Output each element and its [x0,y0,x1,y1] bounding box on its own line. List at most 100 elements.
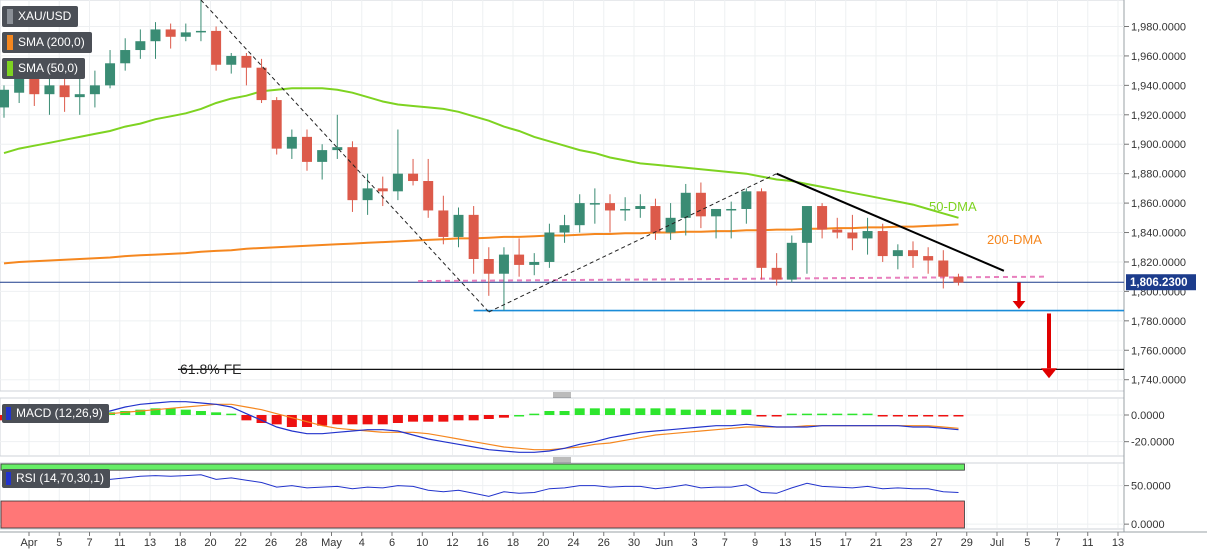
macd-y-tick-label: 0.0000 [1131,410,1165,422]
macd-histogram-bar [226,413,237,416]
sma200-label: SMA (200,0) [18,35,85,49]
symbol-badge[interactable]: XAU/USD [2,6,79,27]
sma50-badge[interactable]: SMA (50,0) [2,58,86,79]
candle-body [29,78,40,95]
rsi-series [0,463,965,529]
candle-body [453,214,464,237]
macd-histogram-bar [771,415,782,417]
candle-body [756,191,767,268]
symbol-label: XAU/USD [18,9,72,23]
macd-histogram-bar [347,415,358,425]
rsi-badge[interactable]: RSI (14,70,30,1) [2,469,111,488]
rsi-oversold-zone [0,500,965,529]
candle-body [862,231,873,239]
candle-body [302,136,312,162]
macd-histogram-bar [241,415,252,421]
y-tick-label: 1,820.0000 [1131,257,1186,269]
macd-histogram-bar [892,415,903,417]
candle-body [14,78,25,93]
macd-histogram-bar [711,409,722,415]
x-tick-label: Apr [20,537,37,549]
macd-line [3,401,959,453]
sma50-label: SMA (50,0) [18,61,79,75]
macd-histogram-bar [650,408,661,415]
candle-body [150,29,161,42]
macd-histogram-bar [180,409,191,415]
sma200-badge[interactable]: SMA (200,0) [2,32,92,53]
price-panel-background [0,0,1125,392]
x-tick-label: 28 [295,537,307,549]
x-tick-label: 16 [477,537,489,549]
macd-histogram-bar [620,408,631,415]
x-tick-label: 13 [779,537,791,549]
macd-histogram-bar [271,415,282,425]
macd-histogram-bar [453,415,464,421]
x-tick-label: 17 [840,537,852,549]
rsi-overbought-zone [0,463,965,471]
x-tick-label: 26 [265,537,277,549]
macd-histogram-bar [695,409,706,415]
candle-body [680,192,691,218]
x-tick-label: 24 [567,537,579,549]
candle-body [786,242,797,280]
candle-body [923,256,934,261]
x-tick-label: 18 [507,537,519,549]
y-tick-label: 1,960.0000 [1131,51,1186,63]
y-tick-label: 1,920.0000 [1131,110,1186,122]
candle-body [741,191,752,209]
candle-body [271,100,282,149]
candle-body [695,192,706,217]
rsi-label: RSI (14,70,30,1) [16,471,105,485]
x-tick-label: 13 [144,537,156,549]
macd-signal-line [4,403,959,451]
x-tick-label: 20 [204,537,216,549]
macd-histogram-bar [438,415,449,422]
x-tick-label: 18 [174,537,186,549]
x-tick-label: 4 [359,537,365,549]
candle-body [377,188,388,192]
rsi-swatch [6,472,11,485]
macd-histogram-bar [953,415,964,417]
x-tick-label: 27 [930,537,942,549]
x-tick-label: 7 [86,537,92,549]
arrow-down-large [1041,313,1057,379]
macd-histogram-bar [408,415,419,422]
candle-body [650,206,661,233]
last-price-value: 1,806.2300 [1130,277,1188,289]
macd-histogram-bar [423,415,434,422]
macd-histogram-bar [665,408,676,415]
candle-body [483,259,494,274]
macd-histogram-bar [832,413,843,416]
macd-badge[interactable]: MACD (12,26,9) [2,404,109,423]
macd-histogram-bar [165,408,176,415]
axes: Apr 5 7 11 13 18 20 22 26 28 May 4 6 10 12 16 18 20 24 26 30… [20,21,1186,549]
candle-body [120,50,131,64]
panel-resize-grip-2[interactable] [553,457,571,463]
candle-body [726,208,737,211]
x-tick-label: 10 [416,537,428,549]
macd-histogram-bar [529,413,540,416]
sma200-line [3,223,959,265]
candle-body [559,225,570,233]
arrow-down-small [1012,282,1026,310]
candle-body [665,217,676,233]
macd-panel-background [0,397,1125,457]
x-tick-label: 7 [722,537,728,549]
macd-histogram-bar [786,413,797,416]
candle-body [574,203,585,226]
x-tick-label: 20 [537,537,549,549]
x-tick-label: 9 [752,537,758,549]
macd-histogram-bar [498,415,509,418]
macd-histogram-bar [211,412,222,415]
candle-body [408,173,419,182]
x-tick-label: 23 [900,537,912,549]
candle-body [392,173,403,192]
candle-body [89,85,100,95]
macd-histogram-bar [589,408,600,415]
x-tick-label: 13 [1112,537,1124,549]
macd-histogram-bar [741,409,752,415]
panel-resize-grip-1[interactable] [553,392,571,398]
macd-histogram-bar [302,415,312,427]
y-tick-label: 1,980.0000 [1131,21,1186,33]
